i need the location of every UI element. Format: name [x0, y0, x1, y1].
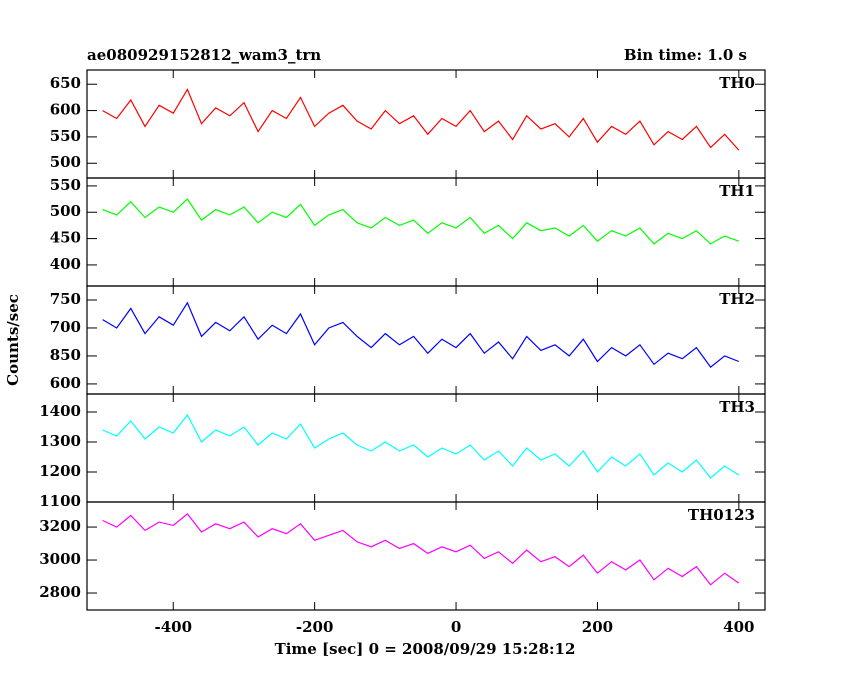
- data-line: [102, 301, 740, 368]
- y-tick-label: 550: [50, 127, 81, 145]
- panel-frame: [86, 393, 766, 503]
- chart-title: ae080929152812_wam3_trn: [87, 46, 321, 64]
- y-tick-label: 1400: [39, 402, 81, 420]
- x-tick-label: -200: [296, 618, 334, 636]
- data-line: [102, 198, 740, 245]
- y-tick-label: 750: [50, 290, 81, 308]
- bin-time: Bin time: 1.0 s: [624, 46, 747, 64]
- y-tick-label: 650: [50, 74, 81, 92]
- data-line: [102, 88, 740, 151]
- panel-frame: [86, 501, 766, 611]
- y-tick-label: 450: [50, 229, 81, 247]
- y-tick-label: 1100: [39, 492, 81, 510]
- y-tick-label: 3200: [39, 517, 81, 535]
- y-tick-label: 550: [50, 176, 81, 194]
- y-tick-label: 1200: [39, 462, 81, 480]
- y-tick-label: 600: [50, 101, 81, 119]
- panel-label: TH3: [719, 398, 755, 416]
- y-axis-label: Counts/sec: [4, 294, 22, 386]
- data-line: [102, 513, 740, 586]
- data-line: [102, 413, 740, 479]
- x-axis-label: Time [sec] 0 = 2008/09/29 15:28:12: [275, 640, 576, 658]
- panel-label: TH2: [719, 290, 755, 308]
- panel-label: TH1: [719, 182, 755, 200]
- panel-frame: [86, 285, 766, 395]
- y-tick-label: 2800: [39, 583, 81, 601]
- y-tick-label: 600: [50, 374, 81, 392]
- y-tick-label: 850: [50, 346, 81, 364]
- y-tick-label: 500: [50, 202, 81, 220]
- y-tick-label: 3000: [39, 550, 81, 568]
- panel-frame: [86, 69, 766, 179]
- y-tick-label: 500: [50, 153, 81, 171]
- x-tick-label: -400: [154, 618, 192, 636]
- y-tick-label: 400: [50, 255, 81, 273]
- panel-label: TH0123: [688, 506, 755, 524]
- y-tick-label: 700: [50, 318, 81, 336]
- x-tick-label: 0: [451, 618, 461, 636]
- x-tick-label: 200: [582, 618, 613, 636]
- x-tick-label: 400: [723, 618, 754, 636]
- y-tick-label: 1300: [39, 432, 81, 450]
- panel-label: TH0: [719, 74, 755, 92]
